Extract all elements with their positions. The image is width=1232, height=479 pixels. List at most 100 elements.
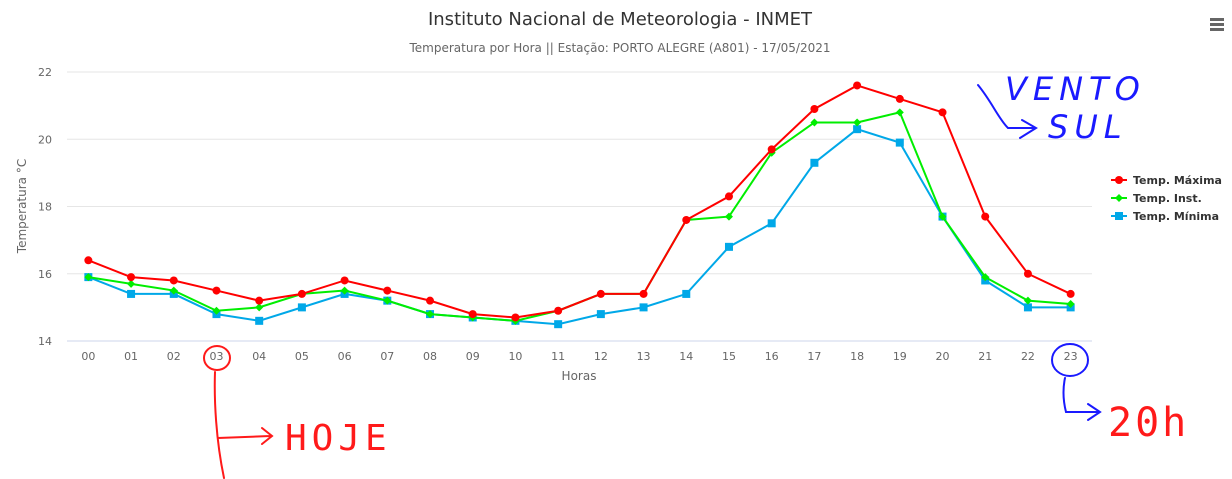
x-tick-label: 12: [594, 350, 608, 363]
data-point[interactable]: [724, 242, 733, 251]
data-point[interactable]: [340, 286, 349, 295]
series-group: [84, 81, 1075, 329]
x-tick-label: 19: [893, 350, 907, 363]
data-point[interactable]: [127, 279, 136, 288]
y-tick-label: 14: [38, 335, 52, 348]
hamburger-menu-icon[interactable]: [1205, 14, 1225, 34]
data-point[interactable]: [981, 212, 990, 221]
legend-item[interactable]: Temp. Mínima: [1111, 210, 1219, 223]
data-point[interactable]: [84, 256, 93, 265]
data-point[interactable]: [895, 138, 904, 147]
legend-item[interactable]: Temp. Máxima: [1111, 174, 1222, 187]
x-tick-label: 01: [124, 350, 138, 363]
data-point[interactable]: [255, 316, 264, 325]
data-point[interactable]: [1066, 289, 1075, 298]
series-1: [84, 108, 1075, 325]
data-point[interactable]: [127, 273, 136, 282]
legend-item[interactable]: Temp. Inst.: [1111, 192, 1202, 205]
data-point[interactable]: [169, 286, 178, 295]
data-point[interactable]: [938, 212, 947, 221]
legend-marker: [1115, 212, 1123, 220]
data-point[interactable]: [297, 289, 306, 298]
data-point[interactable]: [596, 289, 605, 298]
data-point[interactable]: [554, 306, 563, 315]
data-point[interactable]: [810, 118, 819, 127]
x-tick-label: 15: [722, 350, 736, 363]
data-point[interactable]: [169, 276, 178, 285]
x-tick-label: 21: [978, 350, 992, 363]
x-tick-label: 05: [295, 350, 309, 363]
time-annotation: [1051, 343, 1102, 421]
data-point[interactable]: [938, 108, 947, 117]
legend-marker: [1115, 194, 1123, 202]
hoje-circle: [203, 345, 231, 371]
data-point[interactable]: [853, 125, 862, 134]
data-point[interactable]: [383, 296, 392, 305]
data-point[interactable]: [297, 303, 306, 312]
data-point[interactable]: [596, 310, 605, 319]
series-2: [84, 125, 1075, 329]
y-tick-label: 20: [38, 133, 52, 146]
y-tick-label: 16: [38, 268, 52, 281]
data-point[interactable]: [255, 296, 264, 305]
data-point[interactable]: [426, 310, 435, 319]
data-point[interactable]: [1023, 303, 1032, 312]
data-point[interactable]: [724, 212, 733, 221]
data-point[interactable]: [84, 273, 93, 282]
x-tick-label: 23: [1064, 350, 1078, 363]
x-tick-label: 10: [508, 350, 522, 363]
data-point[interactable]: [1066, 300, 1075, 309]
y-tick-label: 18: [38, 201, 52, 214]
data-point[interactable]: [511, 313, 520, 322]
data-point[interactable]: [340, 276, 349, 285]
x-axis-label: Horas: [562, 369, 597, 383]
y-tick-label: 22: [38, 66, 52, 79]
hoje-arrow: [213, 371, 274, 479]
data-point[interactable]: [426, 296, 435, 305]
data-point[interactable]: [639, 303, 648, 312]
x-tick-label: 13: [637, 350, 651, 363]
data-point[interactable]: [554, 320, 563, 329]
hoje-annotation: [203, 345, 274, 479]
legend-label: Temp. Inst.: [1133, 192, 1202, 205]
data-point[interactable]: [895, 94, 904, 103]
data-point[interactable]: [810, 104, 819, 113]
data-point[interactable]: [853, 81, 862, 90]
y-axis-label: Temperatura °C: [15, 159, 29, 254]
data-point[interactable]: [1023, 269, 1032, 278]
legend-label: Temp. Máxima: [1133, 174, 1222, 187]
data-point[interactable]: [853, 118, 862, 127]
x-tick-label: 03: [209, 350, 223, 363]
data-point[interactable]: [682, 215, 691, 224]
data-point[interactable]: [767, 219, 776, 228]
data-point[interactable]: [895, 108, 904, 117]
data-point[interactable]: [810, 158, 819, 167]
x-tick-label: 06: [338, 350, 352, 363]
data-point[interactable]: [724, 192, 733, 201]
data-point[interactable]: [639, 289, 648, 298]
legend-label: Temp. Mínima: [1133, 210, 1219, 223]
data-point[interactable]: [767, 145, 776, 154]
y-axis-ticks: 14 16 18 20 22: [38, 66, 52, 348]
data-point[interactable]: [682, 289, 691, 298]
legend-marker: [1115, 176, 1123, 184]
data-point[interactable]: [127, 289, 136, 298]
hoje-text: HOJE: [285, 418, 392, 459]
data-point[interactable]: [1023, 296, 1032, 305]
chart-subtitle: Temperatura por Hora || Estação: PORTO A…: [408, 41, 830, 55]
data-point[interactable]: [981, 273, 990, 282]
x-tick-label: 22: [1021, 350, 1035, 363]
data-point[interactable]: [468, 310, 477, 319]
x-axis-ticks: 00 01 02 03 04 05 06 07 08 09 10 11 12 13 14 15 16 17 18 19…: [81, 350, 1077, 363]
time-text: 20h: [1108, 400, 1189, 446]
x-tick-label: 00: [81, 350, 95, 363]
data-point[interactable]: [383, 286, 392, 295]
x-tick-label: 02: [167, 350, 181, 363]
vento-text: VENTO: [1005, 70, 1146, 108]
data-point[interactable]: [212, 306, 221, 315]
x-tick-label: 08: [423, 350, 437, 363]
data-point[interactable]: [212, 286, 221, 295]
data-point[interactable]: [255, 303, 264, 312]
grid-lines: [67, 71, 1092, 342]
